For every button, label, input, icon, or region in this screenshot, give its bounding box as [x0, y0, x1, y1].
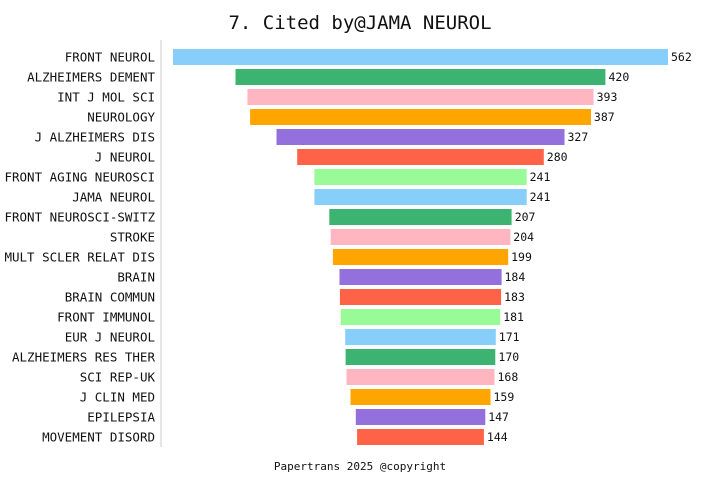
bar	[339, 289, 502, 305]
category-label: NEUROLOGY	[87, 110, 155, 125]
category-label: FRONT IMMUNOL	[57, 310, 155, 325]
category-label: J CLIN MED	[80, 390, 155, 405]
value-label: 144	[487, 430, 508, 444]
value-label: 168	[498, 370, 519, 384]
category-label: J ALZHEIMERS DIS	[35, 130, 155, 145]
bar	[329, 209, 512, 225]
value-label: 170	[498, 350, 519, 364]
category-label: FRONT NEUROSCI-SWITZ	[4, 210, 155, 225]
category-label: JAMA NEUROL	[72, 190, 155, 205]
bar	[345, 329, 496, 345]
bar	[330, 229, 511, 245]
value-label: 393	[597, 90, 618, 104]
bar	[340, 309, 501, 325]
bar	[314, 169, 527, 185]
category-label: ALZHEIMERS RES THER	[12, 350, 155, 365]
value-label: 387	[594, 110, 615, 124]
value-label: 207	[515, 210, 536, 224]
bar	[276, 129, 565, 145]
bar	[339, 269, 502, 285]
bar	[314, 189, 527, 205]
bar	[247, 89, 594, 105]
value-label: 204	[513, 230, 534, 244]
category-label: MOVEMENT DISORD	[42, 430, 155, 445]
bar	[332, 249, 509, 265]
value-label: 181	[503, 310, 524, 324]
category-label: FRONT NEUROL	[65, 50, 155, 65]
category-label: EPILEPSIA	[87, 410, 155, 425]
category-labels: FRONT NEUROL ALZHEIMERS DEMENT INT J MOL S…	[4, 50, 155, 445]
bar	[345, 349, 496, 365]
value-label: 171	[499, 330, 520, 344]
category-label: STROKE	[110, 230, 155, 245]
category-label: ALZHEIMERS DEMENT	[27, 70, 155, 85]
category-label: SCI REP-UK	[80, 370, 156, 385]
value-label: 420	[609, 70, 630, 84]
value-label: 327	[568, 130, 589, 144]
category-label: J NEUROL	[95, 150, 155, 165]
bars-group	[173, 49, 668, 445]
bar	[350, 389, 491, 405]
category-label: INT J MOL SCI	[57, 90, 155, 105]
value-label: 280	[547, 150, 568, 164]
category-label: MULT SCLER RELAT DIS	[4, 250, 155, 265]
bar	[173, 49, 668, 65]
value-label: 241	[530, 190, 551, 204]
bar	[355, 409, 486, 425]
bar	[357, 429, 484, 445]
value-label: 199	[511, 250, 532, 264]
value-label: 147	[488, 410, 509, 424]
bar	[297, 149, 544, 165]
value-label: 183	[504, 290, 525, 304]
category-label: EUR J NEUROL	[65, 330, 155, 345]
value-label: 562	[671, 50, 692, 64]
value-label: 159	[494, 390, 515, 404]
category-label: FRONT AGING NEUROSCI	[4, 170, 155, 185]
category-label: BRAIN COMMUN	[65, 290, 155, 305]
chart-title: 7. Cited by@JAMA NEUROL	[228, 12, 491, 34]
chart-footer: Papertrans 2025 @copyright	[274, 460, 446, 473]
category-label: BRAIN	[117, 270, 155, 285]
bar	[346, 369, 495, 385]
bar	[250, 109, 591, 125]
value-label: 184	[505, 270, 526, 284]
value-label: 241	[530, 170, 551, 184]
bar	[235, 69, 606, 85]
